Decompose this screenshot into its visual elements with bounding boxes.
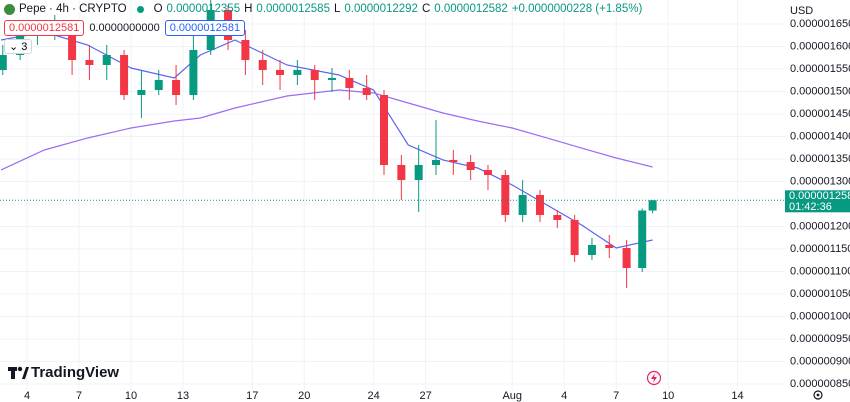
candle-body: [85, 59, 94, 65]
logo-text: TradingView: [31, 364, 119, 381]
alert-icon[interactable]: [646, 370, 662, 386]
candle-body: [154, 79, 163, 91]
x-tick-label: 4: [24, 390, 30, 402]
ohlc-label: O: [153, 3, 163, 15]
y-tick-label: 0.0000015500: [790, 63, 850, 75]
y-tick-label: 0.0000012000: [790, 220, 850, 232]
candle-body: [189, 49, 198, 96]
candle-body: [449, 159, 458, 163]
candle-body: [501, 175, 510, 215]
candle-body: [587, 244, 596, 255]
x-tick-label: 4: [561, 390, 567, 402]
y-tick-label: 0.0000014000: [790, 130, 850, 142]
y-tick-label: 0.0000010500: [790, 288, 850, 300]
candle-body: [431, 159, 440, 165]
candle-body: [414, 164, 423, 181]
status-dot: [136, 5, 144, 13]
y-tick-label: 0.0000015000: [790, 85, 850, 97]
ohlc-label: C: [421, 3, 431, 15]
moving-average: [0, 89, 653, 171]
symbol: Pepe · 4h · CRYPTO: [19, 3, 127, 15]
candle-body: [345, 77, 354, 88]
candle-body: [362, 87, 371, 96]
logo: TradingView: [8, 364, 119, 381]
candle-body: [0, 54, 7, 70]
y-tick-label: 0.0000009500: [790, 333, 850, 345]
y-tick-label: 0.0000008500: [790, 378, 850, 390]
y-tick-label: 0.0000011500: [790, 243, 850, 255]
x-tick-label: 24: [367, 390, 379, 402]
candle-body: [605, 244, 614, 249]
candle-body: [638, 210, 647, 268]
candle-body: [483, 169, 492, 176]
candle-body: [648, 200, 657, 211]
change: +0.0000000228 (+1.85%): [511, 3, 643, 15]
legend-header: Pepe · 4h · CRYPTO O 0.0000012355 H 0.0000…: [4, 3, 642, 15]
candle-body: [466, 162, 475, 170]
indicator-toggle[interactable]: ⌄ 3: [4, 39, 33, 54]
candle-body: [293, 69, 302, 75]
countdown: 01:42:36: [789, 201, 832, 213]
candle-body: [553, 214, 562, 221]
candle-body: [276, 69, 285, 75]
x-tick-label: 27: [419, 390, 431, 402]
y-tick-label: 0.0000014500: [790, 108, 850, 120]
x-tick-label: 10: [125, 390, 137, 402]
candle-body: [68, 24, 77, 60]
settings-icon[interactable]: [813, 390, 823, 400]
x-tick-label: 14: [731, 390, 743, 402]
indicator-value: 0.0000012581: [4, 20, 85, 36]
ohlc-value: 0.0000012292: [344, 3, 418, 15]
candle-body: [102, 54, 111, 65]
x-tick-label: 20: [298, 390, 310, 402]
indicator-value: 0.0000000000: [89, 22, 160, 34]
indicator-value: 0.0000012581: [164, 20, 246, 36]
y-tick-label: 0.0000016500: [790, 18, 850, 30]
y-tick-label: 0.0000013500: [790, 153, 850, 165]
x-tick-label: 17: [246, 390, 258, 402]
ohlc-label: H: [244, 3, 253, 15]
plot: [0, 0, 785, 390]
x-tick-label: 10: [662, 390, 674, 402]
x-tick-label: Aug: [502, 390, 522, 402]
indicator-row: 0.0000012581 0.0000000000 0.0000012581: [4, 20, 246, 36]
x-tick-label: 13: [177, 390, 189, 402]
x-tick-label: 7: [76, 390, 82, 402]
indicator-count: 3: [21, 41, 28, 53]
x-tick-label: 7: [613, 390, 619, 402]
candle-body: [172, 79, 181, 96]
last-price-box: [785, 190, 850, 213]
ohlc-value: 0.0000012582: [434, 3, 508, 15]
currency: USD: [790, 5, 813, 17]
candle-body: [622, 248, 631, 268]
ohlc-value: 0.0000012585: [256, 3, 330, 15]
candle-body: [241, 40, 250, 60]
candle-body: [310, 69, 319, 80]
symbol-icon: [4, 3, 15, 15]
candle-body: [258, 59, 267, 70]
y-tick-label: 0.0000010000: [790, 310, 850, 322]
ohlc-value: 0.0000012355: [166, 3, 241, 15]
candle-body: [137, 90, 146, 96]
y-tick-label: 0.0000011000: [790, 265, 850, 277]
ohlc-label: L: [333, 3, 341, 15]
candle-body: [535, 195, 544, 215]
last-price: 0.0000012582: [789, 190, 850, 202]
candle-body: [518, 195, 527, 215]
y-tick-label: 0.0000009000: [790, 355, 850, 367]
candle-body: [570, 220, 579, 255]
candle-body: [380, 95, 389, 165]
candle-body: [328, 77, 337, 80]
candle-body: [120, 54, 129, 96]
y-tick-label: 0.0000016000: [790, 40, 850, 52]
candle-body: [397, 164, 406, 181]
y-tick-label: 0.0000013000: [790, 175, 850, 187]
